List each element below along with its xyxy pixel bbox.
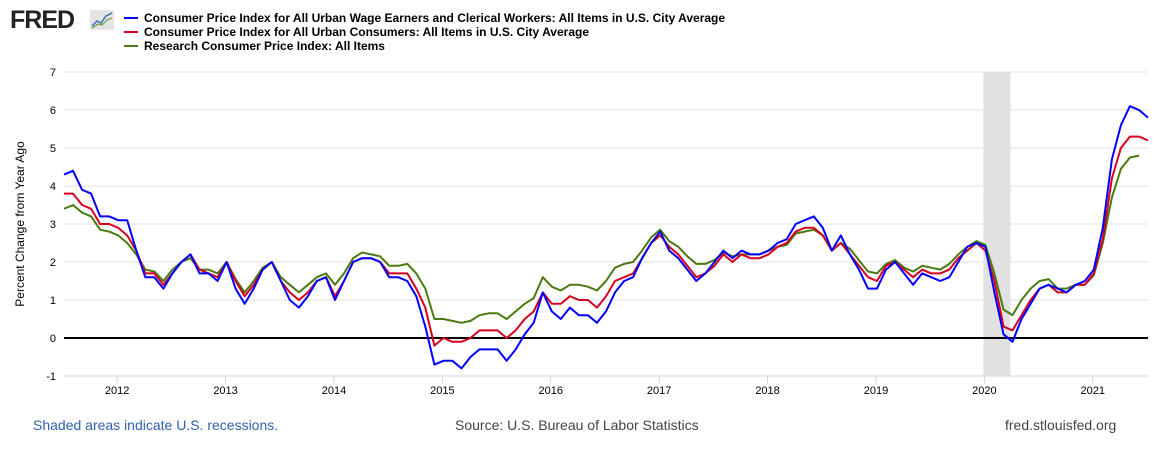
y-tick-label: 0 bbox=[50, 333, 56, 345]
legend-swatch bbox=[124, 31, 138, 33]
y-axis-label: Percent Change from Year Ago bbox=[13, 141, 27, 307]
x-tick-label: 2013 bbox=[213, 385, 237, 397]
x-tick-label: 2015 bbox=[430, 385, 454, 397]
chart-legend: Consumer Price Index for All Urban Wage … bbox=[124, 11, 725, 53]
y-tick-label: 4 bbox=[50, 181, 56, 193]
y-tick-label: 1 bbox=[50, 295, 56, 307]
y-tick-label: 5 bbox=[50, 143, 56, 155]
fred-graph-icon bbox=[90, 10, 114, 30]
x-tick-label: 2021 bbox=[1081, 385, 1105, 397]
legend-label: Research Consumer Price Index: All Items bbox=[144, 39, 385, 53]
recession-shading bbox=[983, 72, 1011, 376]
site-link[interactable]: fred.stlouisfed.org bbox=[1005, 417, 1117, 433]
legend-swatch bbox=[124, 45, 138, 47]
legend-swatch bbox=[124, 17, 138, 19]
y-tick-label: 7 bbox=[50, 67, 56, 79]
source-note: Source: U.S. Bureau of Labor Statistics bbox=[455, 417, 699, 433]
series-line bbox=[63, 105, 1149, 370]
x-tick-label: 2016 bbox=[539, 385, 563, 397]
legend-item-r-cpi: Research Consumer Price Index: All Items bbox=[124, 39, 725, 53]
fred-logo[interactable]: FRED bbox=[10, 6, 75, 34]
legend-label: Consumer Price Index for All Urban Consu… bbox=[144, 25, 589, 39]
y-tick-label: -1 bbox=[46, 371, 56, 383]
legend-item-cpi-u: Consumer Price Index for All Urban Consu… bbox=[124, 25, 725, 39]
x-tick-label: 2017 bbox=[647, 385, 671, 397]
x-tick-label: 2019 bbox=[864, 385, 888, 397]
x-tick-label: 2012 bbox=[105, 385, 129, 397]
legend-item-cpi-w: Consumer Price Index for All Urban Wage … bbox=[124, 11, 725, 25]
series-line bbox=[64, 135, 1149, 347]
recession-note: Shaded areas indicate U.S. recessions. bbox=[33, 417, 279, 433]
y-tick-label: 3 bbox=[50, 219, 56, 231]
x-tick-label: 2018 bbox=[755, 385, 779, 397]
y-tick-label: 6 bbox=[50, 105, 56, 117]
x-tick-label: 2020 bbox=[972, 385, 996, 397]
legend-label: Consumer Price Index for All Urban Wage … bbox=[144, 11, 726, 25]
y-tick-label: 2 bbox=[50, 257, 56, 269]
x-tick-label: 2014 bbox=[322, 385, 346, 397]
series-line bbox=[63, 154, 1140, 324]
